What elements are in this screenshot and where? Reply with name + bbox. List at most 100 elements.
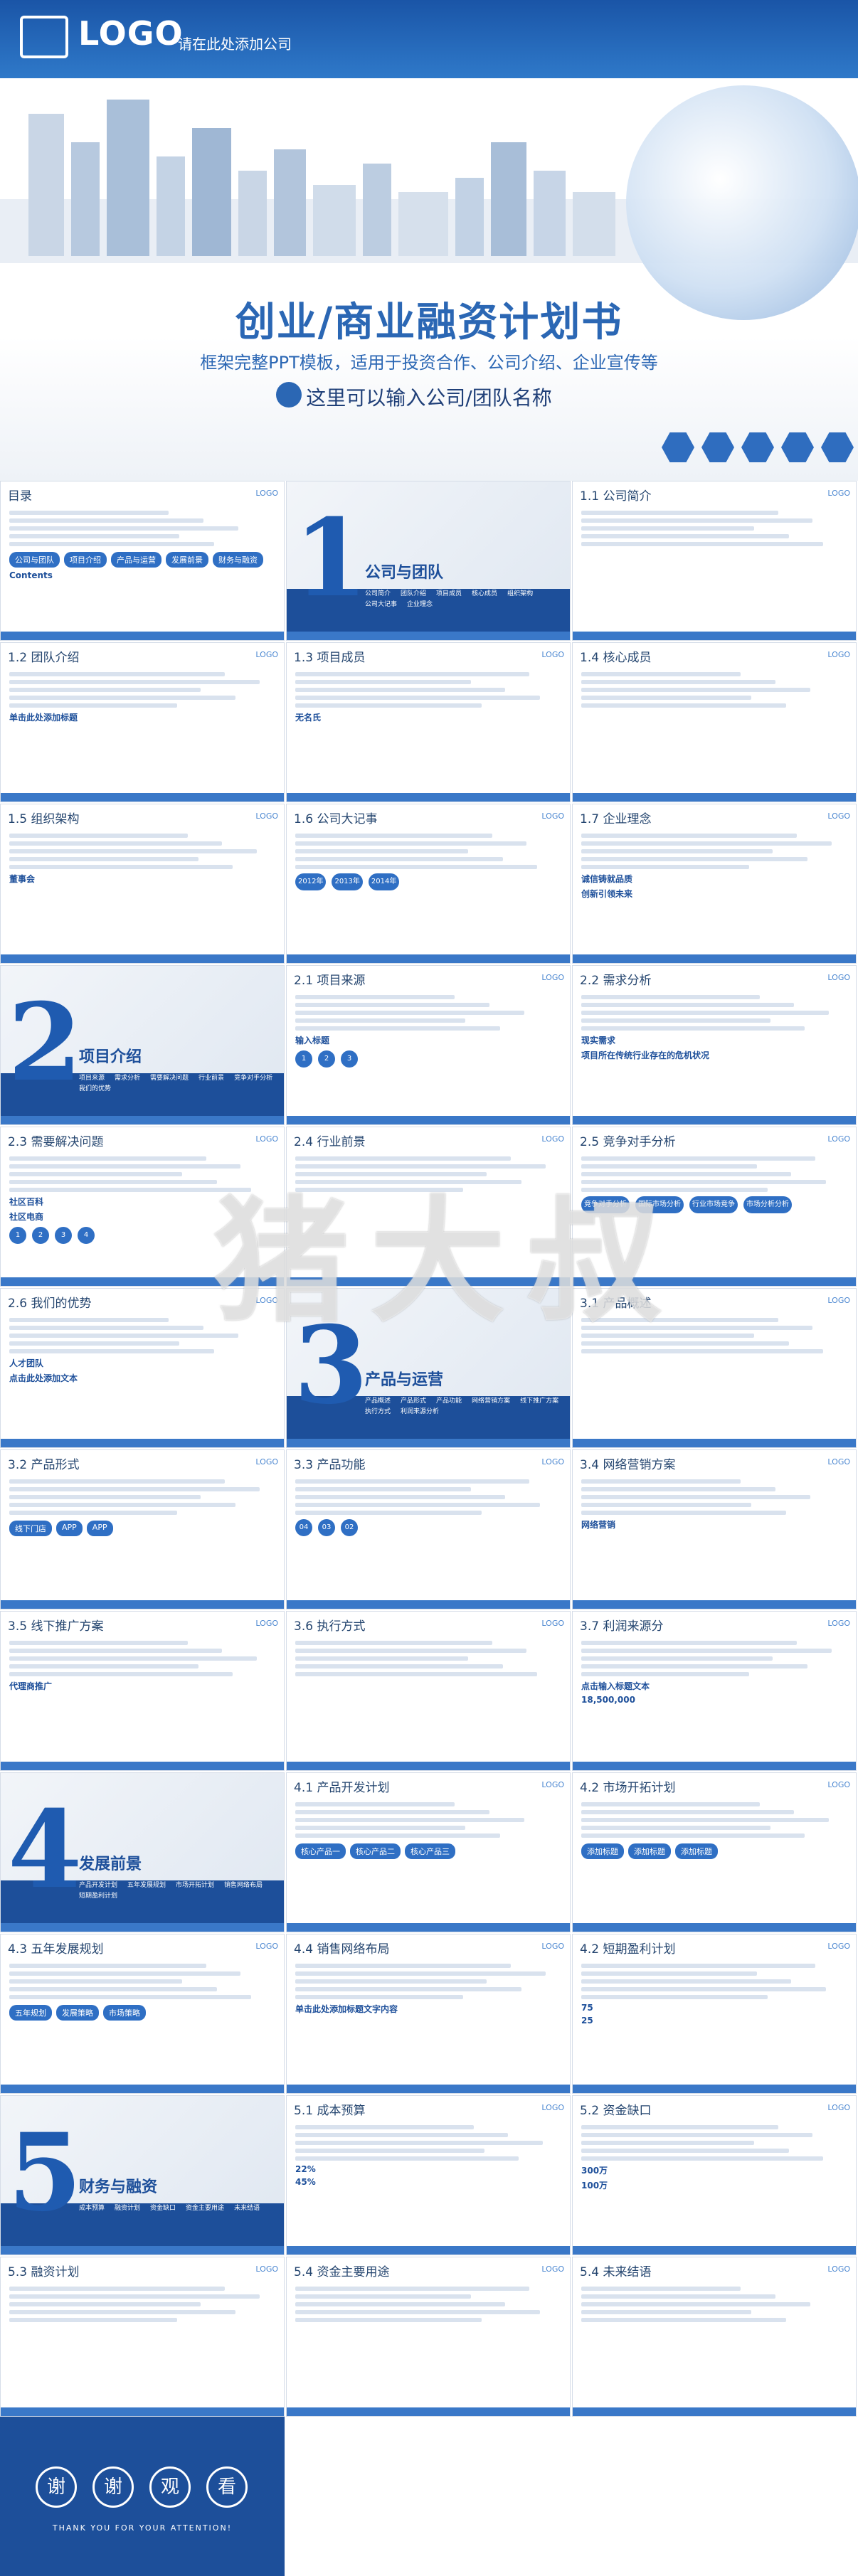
slide-thumbnail[interactable]: 4.3 五年发展规划 LOGO 五年规划 发展策略 市场策略: [0, 1934, 285, 2094]
slide-thumbnail[interactable]: 4.1 产品开发计划 LOGO 核心产品一 核心产品二 核心产品三: [286, 1772, 571, 1932]
slide-text-v2: 100万: [581, 2181, 608, 2191]
text-line: [581, 1964, 816, 1968]
gear-icon: [781, 432, 814, 462]
slide-thumbnail[interactable]: 1.2 团队介绍 LOGO 单击此处添加标题: [0, 642, 285, 802]
slide-text-left: 社区百科: [9, 1197, 44, 1207]
slide-footer: [1, 2407, 284, 2416]
slide-thumbnail[interactable]: 5.1 成本预算 LOGO 22% 45%: [286, 2095, 571, 2255]
slide-thumbnail[interactable]: 5.4 未来结语 LOGO: [572, 2257, 857, 2417]
slide-title: 4.3 五年发展规划: [8, 1942, 104, 1957]
section-blue-band: [1, 1880, 284, 1923]
section-item-list: 项目来源 需求分析 需要解决问题 行业前景 竞争对手分析 我们的优势: [79, 1073, 278, 1092]
section-number: 3: [294, 1303, 369, 1428]
text-line: [581, 2302, 810, 2306]
slide-thumbnail[interactable]: 3.3 产品功能 LOGO 04 03 02: [286, 1449, 571, 1609]
slide-footer: [1, 1600, 284, 1609]
slide-thumbnail[interactable]: 1.6 公司大记事 LOGO 2012年 2013年 2014年: [286, 804, 571, 964]
text-line: [295, 2156, 519, 2161]
slide-thumbnail[interactable]: 1.5 组织架构 LOGO 董事会: [0, 804, 285, 964]
text-line: [581, 1326, 813, 1330]
slide-footer: [1, 1439, 284, 1447]
thanks-char: 看: [206, 2466, 248, 2508]
slide-footer: [287, 2085, 570, 2093]
slide-thumbnail[interactable]: 2.1 项目来源 LOGO 输入标题 1 2 3: [286, 965, 571, 1125]
text-line: [295, 1664, 503, 1668]
slide-thumbnail[interactable]: 3.4 网络营销方案 LOGO 网络营销: [572, 1449, 857, 1609]
text-line: [9, 2302, 201, 2306]
text-line: [295, 1971, 546, 1976]
slide-thumbnail[interactable]: 5.2 资金缺口 LOGO 300万 100万: [572, 2095, 857, 2255]
text-line: [9, 1971, 241, 1976]
text-line: [9, 1188, 252, 1192]
text-line: [9, 1987, 217, 1991]
slide-title: 1.2 团队介绍: [8, 651, 80, 665]
slide-body: 输入标题 1 2 3: [295, 991, 561, 1112]
section-item: 网络营销方案: [472, 1398, 511, 1405]
slide-marker: 04: [295, 1519, 312, 1536]
slide-body: 添加标题 添加标题 添加标题: [581, 1799, 847, 1919]
text-line: [9, 1334, 238, 1338]
section-blue-band: [287, 589, 570, 632]
slide-logo: LOGO: [255, 1296, 278, 1305]
slide-thumbnail[interactable]: 4 发展前景 产品开发计划 五年发展规划 市场开拓计划 销售网络布局 短期盈利计划: [0, 1772, 285, 1932]
slide-thumbnail[interactable]: 3.5 线下推广方案 LOGO 代理商推广: [0, 1611, 285, 1771]
slide-thumbnail[interactable]: 2.2 需求分析 LOGO 现实需求 项目所在传统行业存在的危机状况: [572, 965, 857, 1125]
slide-thumbnail[interactable]: 3.7 利润来源分 LOGO 点击输入标题文本 18,500,000: [572, 1611, 857, 1771]
section-item-list: 公司简介 团队介绍 项目成员 核心成员 组织架构 公司大记事 企业理念: [365, 588, 564, 608]
slide-marker: 03: [318, 1519, 335, 1536]
cover-logo: LOGO: [78, 14, 184, 53]
text-line: [581, 1971, 757, 1976]
slide-thumbnail[interactable]: 2.5 竞争对手分析 LOGO 竞争对手分析 国际市场分析 行业市场竞争 市场分析分析: [572, 1127, 857, 1287]
text-line: [295, 1641, 492, 1645]
slide-thumbnail[interactable]: 5.4 资金主要用途 LOGO: [286, 2257, 571, 2417]
slide-marker: 3: [341, 1050, 358, 1068]
slide-thumbnail[interactable]: 4.2 市场开拓计划 LOGO 添加标题 添加标题 添加标题: [572, 1772, 857, 1932]
slide-thumbnail[interactable]: 3.6 执行方式 LOGO: [286, 1611, 571, 1771]
slide-text-sub: 人才团队: [9, 1358, 44, 1368]
slide-body: 75 25: [581, 1960, 847, 2080]
slide-thumbnail[interactable]: 3.2 产品形式 LOGO 线下门店 APP APP: [0, 1449, 285, 1609]
slide-thumbnail[interactable]: 3 产品与运营 产品概述 产品形式 产品功能 网络营销方案 线下推广方案 执行方式 利润来源分析: [286, 1288, 571, 1448]
text-line: [581, 849, 773, 853]
slide-thumbnail[interactable]: 2 项目介绍 项目来源 需求分析 需要解决问题 行业前景 竞争对手分析 我们的优势: [0, 965, 285, 1125]
slide-thumbnail[interactable]: 1.7 企业理念 LOGO 诚信铸就品质 创新引领未来: [572, 804, 857, 964]
section-item: 产品形式: [401, 1398, 427, 1405]
text-line: [581, 1656, 773, 1661]
slide-thumbnail[interactable]: 5 财务与融资 成本预算 融资计划 资金缺口 资金主要用途 未来结语: [0, 2095, 285, 2255]
slide-footer: [1, 954, 284, 963]
slide-footer: [573, 1762, 856, 1770]
text-line: [581, 1664, 807, 1668]
slide-thumbnail[interactable]: 1.1 公司简介 LOGO: [572, 481, 857, 641]
text-line: [581, 2294, 776, 2299]
text-line: [581, 680, 776, 684]
slide-thumbnail[interactable]: 2.4 行业前景 LOGO: [286, 1127, 571, 1287]
slide-footer: [573, 632, 856, 640]
slide-footer: [1, 1116, 284, 1124]
slide-thumbnail[interactable]: 1.4 核心成员 LOGO: [572, 642, 857, 802]
slide-thumbnail[interactable]: 4.2 短期盈利计划 LOGO 75 25: [572, 1934, 857, 2094]
text-line: [295, 2318, 482, 2322]
item-pill: 财务与融资: [213, 552, 263, 568]
text-line: [9, 534, 180, 538]
slide-thumbnail[interactable]: 2.6 我们的优势 LOGO 人才团队 点击此处添加文本: [0, 1288, 285, 1448]
slide-body: 现实需求 项目所在传统行业存在的危机状况: [581, 991, 847, 1112]
slide-thumbnail[interactable]: 1 公司与团队 公司简介 团队介绍 项目成员 核心成员 组织架构 公司大记事 企业理念: [286, 481, 571, 641]
slide-text-box: 输入标题: [295, 1036, 330, 1045]
text-line: [581, 1172, 792, 1176]
text-line: [295, 1649, 527, 1653]
text-line: [295, 2287, 530, 2291]
text-line: [295, 680, 471, 684]
slide-thumbnail[interactable]: 目录 LOGO 公司与团队 项目介绍 产品与运营 发展前景 财务与融资 Contents: [0, 481, 285, 641]
slide-thumbnail[interactable]: 5.3 融资计划 LOGO: [0, 2257, 285, 2417]
item-pill: 公司与团队: [9, 552, 60, 568]
slide-text-p1: 75: [581, 2003, 593, 2013]
slide-thumbnail[interactable]: 4.4 销售网络布局 LOGO 单击此处添加标题文字内容: [286, 1934, 571, 2094]
slide-footer: [1, 1762, 284, 1770]
slide-thumbnail[interactable]: 1.3 项目成员 LOGO 无名氏: [286, 642, 571, 802]
section-blue-band: [1, 1073, 284, 1116]
text-line: [295, 1487, 471, 1491]
slide-title: 2.3 需要解决问题: [8, 1135, 104, 1149]
slide-thumbnail[interactable]: 3.1 产品概述 LOGO: [572, 1288, 857, 1448]
slide-thumbnail[interactable]: 2.3 需要解决问题 LOGO 社区百科 社区电商 1 2 3 4: [0, 1127, 285, 1287]
